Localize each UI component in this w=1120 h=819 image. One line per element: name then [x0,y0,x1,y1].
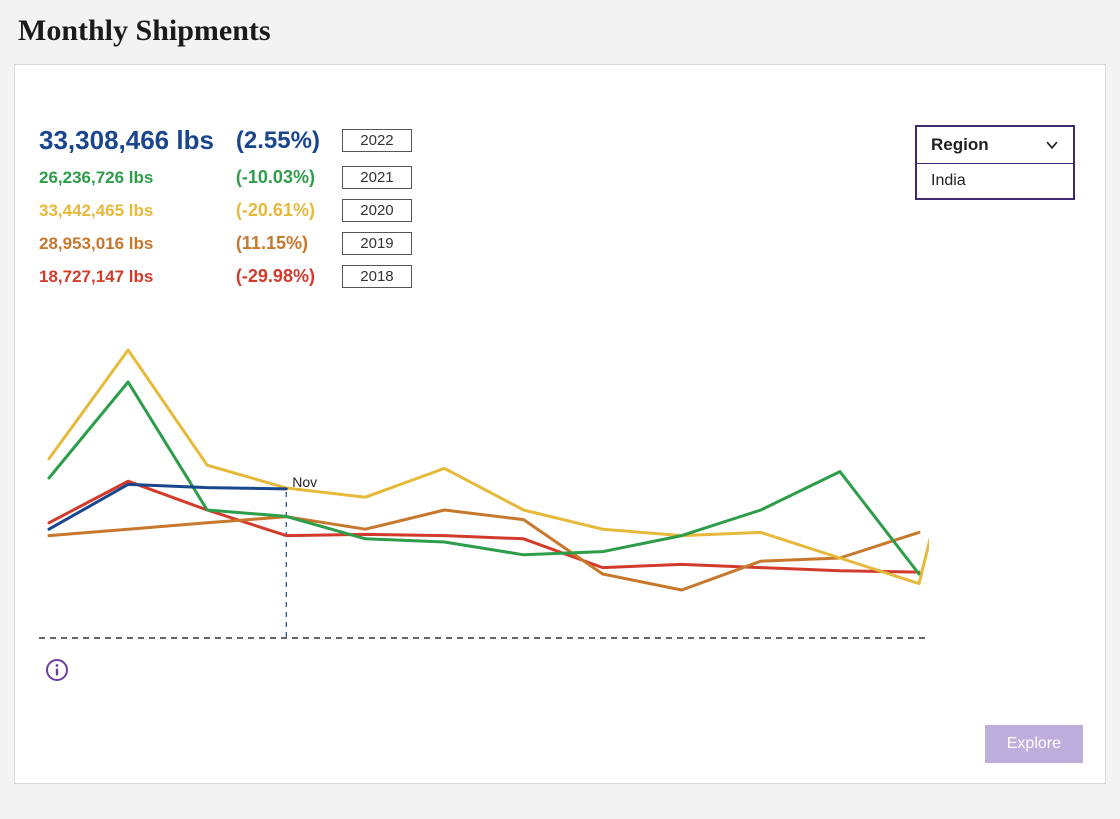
stat-value: 33,442,465 lbs [39,201,214,221]
region-dropdown-label: Region [931,135,989,155]
region-selector: Region India [915,125,1075,200]
chart-card: 33,308,466 lbs (2.55%) 2022 26,236,726 lbs (… [14,64,1106,784]
year-toggle[interactable]: 2019 [342,232,412,255]
stat-pct: (-29.98%) [236,266,320,287]
year-toggle[interactable]: 2020 [342,199,412,222]
year-toggle[interactable]: 2022 [342,129,412,152]
year-toggle[interactable]: 2018 [342,265,412,288]
region-dropdown-toggle[interactable]: Region [917,127,1073,164]
chart-hover-label: Nov [292,474,317,490]
stats-block: 33,308,466 lbs (2.55%) 2022 26,236,726 lbs (… [39,125,412,288]
info-icon[interactable] [45,658,69,682]
top-row: 33,308,466 lbs (2.55%) 2022 26,236,726 lbs (… [39,125,1075,288]
stat-value: 28,953,016 lbs [39,234,214,254]
line-chart[interactable]: Nov [39,318,929,648]
region-option-selected[interactable]: India [917,164,1073,198]
stat-value: 26,236,726 lbs [39,168,214,188]
year-toggle[interactable]: 2021 [342,166,412,189]
explore-button[interactable]: Explore [985,725,1083,763]
chevron-down-icon [1045,138,1059,152]
stat-pct: (-20.61%) [236,200,320,221]
page-title: Monthly Shipments [18,14,1106,48]
stat-value: 33,308,466 lbs [39,125,214,156]
stat-pct: (-10.03%) [236,167,320,188]
stat-value: 18,727,147 lbs [39,267,214,287]
stat-pct: (11.15%) [236,233,320,254]
stat-pct: (2.55%) [236,127,320,155]
